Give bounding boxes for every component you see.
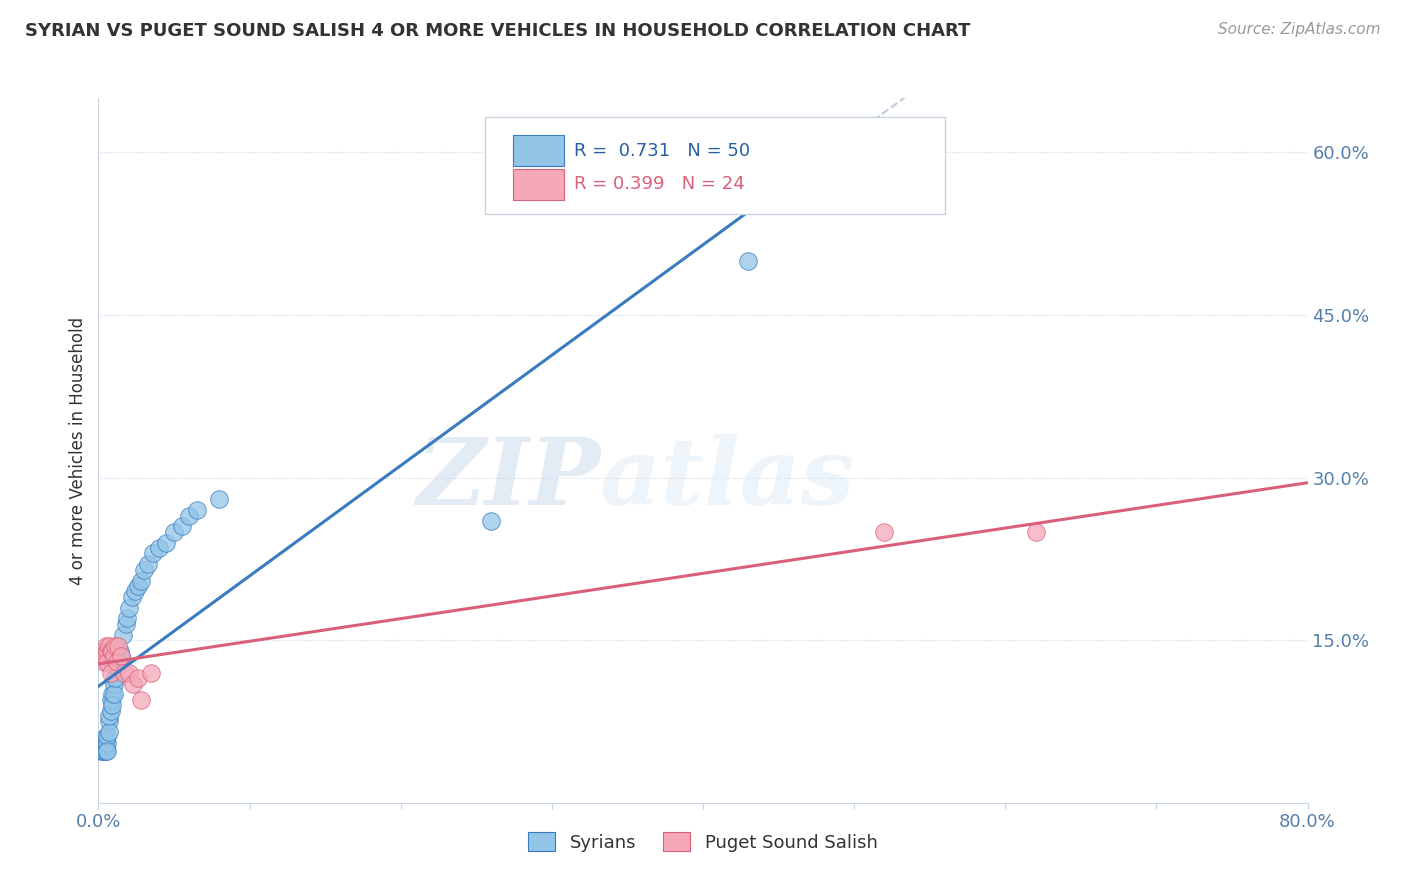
Point	[98, 639, 121, 653]
Point	[107, 655, 129, 669]
Point	[104, 639, 127, 653]
Point	[96, 736, 118, 750]
Point	[101, 687, 124, 701]
Point	[107, 639, 129, 653]
Point	[94, 741, 117, 756]
Point	[94, 739, 117, 754]
Point	[94, 639, 117, 653]
Point	[108, 644, 131, 658]
Text: Source: ZipAtlas.com: Source: ZipAtlas.com	[1218, 22, 1381, 37]
Point	[127, 671, 149, 685]
Point	[170, 519, 193, 533]
Point	[129, 693, 152, 707]
Point	[94, 649, 117, 664]
Point	[98, 725, 121, 739]
Point	[93, 731, 115, 745]
FancyBboxPatch shape	[513, 136, 564, 167]
Point	[104, 671, 127, 685]
Point	[118, 665, 141, 680]
Point	[163, 524, 186, 539]
Point	[136, 558, 159, 572]
Point	[100, 644, 122, 658]
Point	[129, 574, 152, 588]
Point	[118, 600, 141, 615]
Point	[127, 579, 149, 593]
Point	[96, 744, 118, 758]
Text: R = 0.399   N = 24: R = 0.399 N = 24	[574, 175, 744, 193]
Text: atlas: atlas	[600, 434, 855, 524]
Text: SYRIAN VS PUGET SOUND SALISH 4 OR MORE VEHICLES IN HOUSEHOLD CORRELATION CHART: SYRIAN VS PUGET SOUND SALISH 4 OR MORE V…	[25, 22, 970, 40]
Point	[101, 698, 124, 713]
Point	[93, 644, 115, 658]
Point	[103, 649, 125, 664]
Point	[98, 709, 121, 723]
Legend: Syrians, Puget Sound Salish: Syrians, Puget Sound Salish	[519, 823, 887, 861]
Point	[111, 628, 134, 642]
Point	[91, 744, 114, 758]
Point	[110, 649, 132, 664]
Point	[105, 655, 128, 669]
Point	[481, 514, 503, 528]
Point	[103, 687, 125, 701]
Point	[1024, 524, 1046, 539]
Point	[93, 655, 115, 669]
FancyBboxPatch shape	[513, 169, 564, 200]
Point	[124, 584, 146, 599]
Point	[115, 611, 138, 625]
Point	[208, 492, 231, 507]
Point	[94, 744, 117, 758]
Point	[93, 739, 115, 754]
Point	[122, 676, 145, 690]
Point	[142, 546, 165, 560]
Point	[105, 660, 128, 674]
Point	[148, 541, 170, 555]
Point	[737, 253, 759, 268]
Point	[91, 741, 114, 756]
Point	[186, 503, 208, 517]
Point	[141, 665, 163, 680]
Point	[873, 524, 896, 539]
Point	[103, 676, 125, 690]
Point	[114, 616, 136, 631]
Point	[155, 535, 177, 549]
Point	[121, 590, 143, 604]
Point	[96, 655, 118, 669]
Point	[94, 733, 117, 747]
Point	[91, 736, 114, 750]
Point	[100, 704, 122, 718]
Point	[112, 665, 135, 680]
Point	[96, 644, 118, 658]
Point	[91, 649, 114, 664]
Point	[90, 741, 112, 756]
Point	[110, 649, 132, 664]
Text: ZIP: ZIP	[416, 434, 600, 524]
Point	[100, 693, 122, 707]
Point	[93, 744, 115, 758]
Point	[98, 714, 121, 729]
Text: R =  0.731   N = 50: R = 0.731 N = 50	[574, 142, 749, 160]
Point	[100, 665, 122, 680]
Y-axis label: 4 or more Vehicles in Household: 4 or more Vehicles in Household	[69, 317, 87, 584]
Point	[96, 729, 118, 743]
Point	[179, 508, 201, 523]
Point	[90, 744, 112, 758]
Point	[93, 736, 115, 750]
FancyBboxPatch shape	[485, 117, 945, 214]
Point	[101, 644, 124, 658]
Point	[132, 563, 155, 577]
